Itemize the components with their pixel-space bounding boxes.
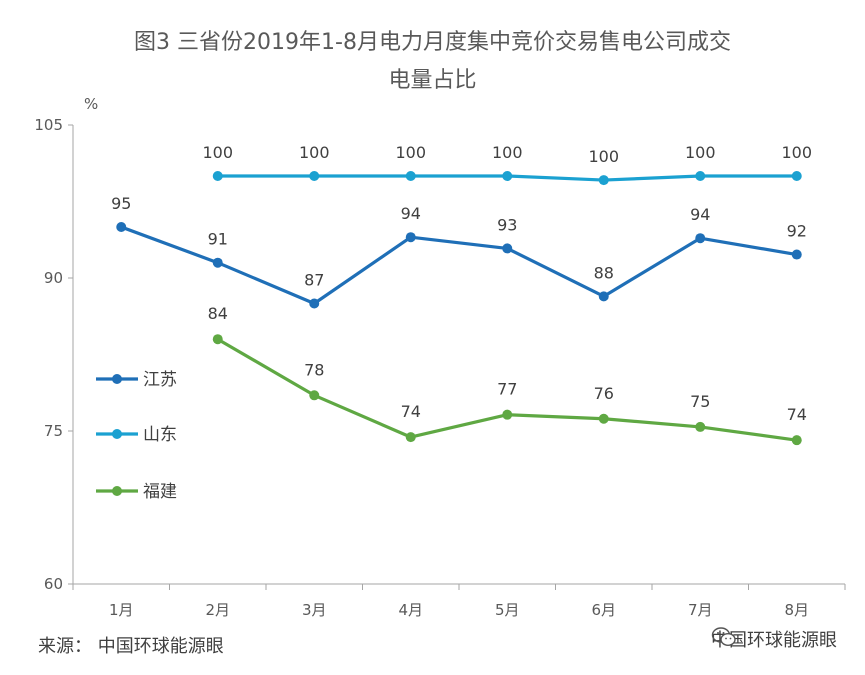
- data-label: 100: [202, 143, 233, 162]
- data-point: [212, 171, 223, 181]
- y-tick-label: 105: [34, 116, 63, 134]
- watermark: 中国环球能源眼: [711, 626, 837, 652]
- data-point: [502, 243, 513, 254]
- y-axis-unit: %: [84, 95, 99, 113]
- data-point: [502, 171, 513, 181]
- data-label: 91: [208, 230, 228, 249]
- data-point: [695, 171, 706, 181]
- source-note: 来源： 中国环球能源眼: [38, 636, 224, 657]
- legend-label: 福建: [143, 482, 177, 502]
- x-tick-label: 2月: [205, 601, 230, 619]
- data-point: [212, 257, 223, 268]
- data-label: 75: [690, 392, 710, 411]
- watermark-text: 中国环球能源眼: [711, 630, 837, 651]
- data-label: 100: [781, 143, 812, 162]
- legend-marker: [112, 486, 122, 496]
- data-label: 100: [588, 147, 619, 166]
- data-point: [309, 390, 320, 401]
- data-point: [791, 249, 802, 260]
- y-tick-label: 90: [44, 269, 63, 287]
- data-point: [405, 432, 416, 443]
- data-label: 77: [497, 380, 517, 399]
- data-label: 100: [685, 143, 716, 162]
- data-point: [791, 435, 802, 446]
- data-point: [212, 334, 223, 345]
- data-label: 87: [304, 271, 324, 290]
- data-point: [598, 291, 609, 302]
- data-point: [309, 298, 320, 309]
- data-point: [502, 409, 513, 420]
- data-point: [309, 171, 320, 181]
- data-point: [695, 233, 706, 244]
- legend-label: 江苏: [143, 370, 177, 390]
- data-label: 95: [111, 194, 131, 213]
- series-line-江苏: [120, 225, 798, 306]
- data-point: [791, 171, 802, 181]
- x-tick-label: 7月: [688, 601, 713, 619]
- data-point: [405, 232, 416, 243]
- x-tick-label: 6月: [591, 601, 616, 619]
- data-label: 84: [208, 304, 228, 323]
- data-point: [598, 175, 609, 186]
- legend-marker: [112, 429, 122, 439]
- data-point: [695, 421, 706, 432]
- data-label: 100: [299, 143, 330, 162]
- data-label: 94: [690, 205, 710, 224]
- data-label: 92: [787, 222, 807, 241]
- data-label: 94: [401, 204, 421, 223]
- wechat-icon: [711, 627, 736, 647]
- data-point: [405, 171, 416, 181]
- data-label: 100: [492, 143, 523, 162]
- x-tick-label: 8月: [784, 601, 809, 619]
- data-label: 74: [401, 402, 421, 421]
- data-point: [116, 222, 127, 232]
- chart-title-line2: 电量占比: [388, 68, 477, 93]
- data-point: [598, 413, 609, 424]
- x-tick-label: 5月: [495, 601, 520, 619]
- legend-label: 山东: [143, 425, 177, 445]
- x-tick-label: 4月: [398, 601, 423, 619]
- legend-marker: [112, 374, 122, 384]
- data-label: 88: [594, 263, 614, 282]
- data-label: 78: [304, 360, 324, 379]
- y-tick-label: 75: [44, 422, 63, 440]
- data-label: 100: [395, 143, 426, 162]
- x-tick-label: 3月: [302, 601, 327, 619]
- y-tick-label: 60: [44, 575, 63, 593]
- data-label: 93: [497, 215, 517, 234]
- x-tick-label: 1月: [109, 601, 134, 619]
- data-label: 74: [787, 405, 807, 424]
- data-label: 76: [594, 384, 614, 403]
- chart-title-line1: 图3 三省份2019年1-8月电力月度集中竞价交易售电公司成交: [134, 30, 731, 55]
